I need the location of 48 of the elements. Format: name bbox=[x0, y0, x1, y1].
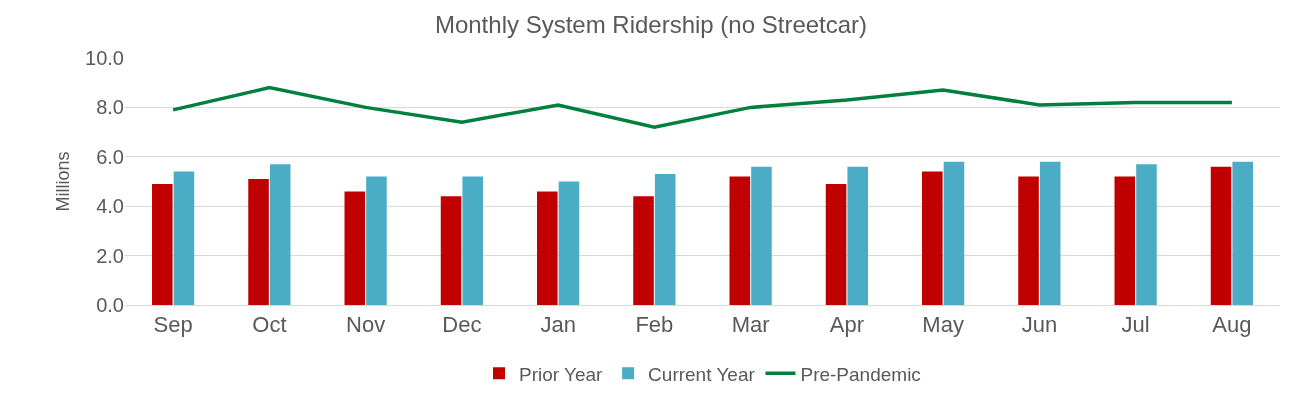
x-tick-label: Feb bbox=[635, 312, 674, 338]
bar bbox=[1018, 176, 1039, 305]
bar bbox=[558, 181, 580, 305]
bar bbox=[248, 179, 269, 305]
bar bbox=[1039, 161, 1061, 305]
bar bbox=[269, 164, 291, 305]
x-tick-label: Jun bbox=[1021, 312, 1058, 338]
legend-label: Current Year bbox=[648, 363, 756, 385]
bar bbox=[825, 183, 847, 305]
bar bbox=[462, 176, 483, 305]
x-tick-label: Nov bbox=[346, 312, 386, 338]
bar bbox=[440, 196, 462, 305]
bar bbox=[922, 171, 943, 305]
x-tick-label: Sep bbox=[153, 312, 193, 338]
x-tick-label: Apr bbox=[829, 312, 865, 338]
y-tick-label: 8.0 bbox=[96, 96, 124, 119]
y-tick-label: 2.0 bbox=[96, 244, 124, 267]
y-tick-label: 0.0 bbox=[96, 294, 124, 316]
bar bbox=[537, 191, 558, 305]
bar bbox=[366, 176, 387, 305]
bar bbox=[1232, 161, 1253, 305]
x-tick-label: Aug bbox=[1212, 312, 1252, 338]
bar bbox=[943, 161, 965, 305]
y-tick-label: 4.0 bbox=[96, 195, 124, 218]
bar bbox=[751, 166, 772, 305]
y-axis-title: Millions bbox=[53, 151, 74, 212]
bar bbox=[654, 174, 676, 305]
bar bbox=[847, 166, 868, 305]
x-tick-label: Jan bbox=[540, 312, 576, 338]
x-tick-label: Oct bbox=[252, 312, 287, 338]
x-tick-label: Jul bbox=[1121, 312, 1150, 338]
y-tick-label: 6.0 bbox=[96, 145, 124, 168]
bar bbox=[344, 191, 366, 305]
x-tick-label: Dec bbox=[442, 312, 482, 338]
bar bbox=[1210, 166, 1232, 305]
bar bbox=[1114, 176, 1136, 305]
x-tick-label: May bbox=[922, 312, 964, 338]
x-tick-label: Mar bbox=[731, 312, 770, 338]
bar bbox=[1136, 164, 1157, 305]
bar bbox=[729, 176, 751, 305]
legend-label: Prior Year bbox=[519, 363, 604, 385]
y-tick-label: 10.0 bbox=[85, 47, 124, 69]
bar bbox=[633, 196, 654, 305]
bar bbox=[152, 183, 173, 305]
bar bbox=[173, 171, 195, 305]
line-series bbox=[171, 85, 1234, 129]
chart-title: Monthly System Ridership (no Streetcar) bbox=[434, 11, 868, 38]
legend-label: Pre-Pandemic bbox=[800, 363, 921, 385]
